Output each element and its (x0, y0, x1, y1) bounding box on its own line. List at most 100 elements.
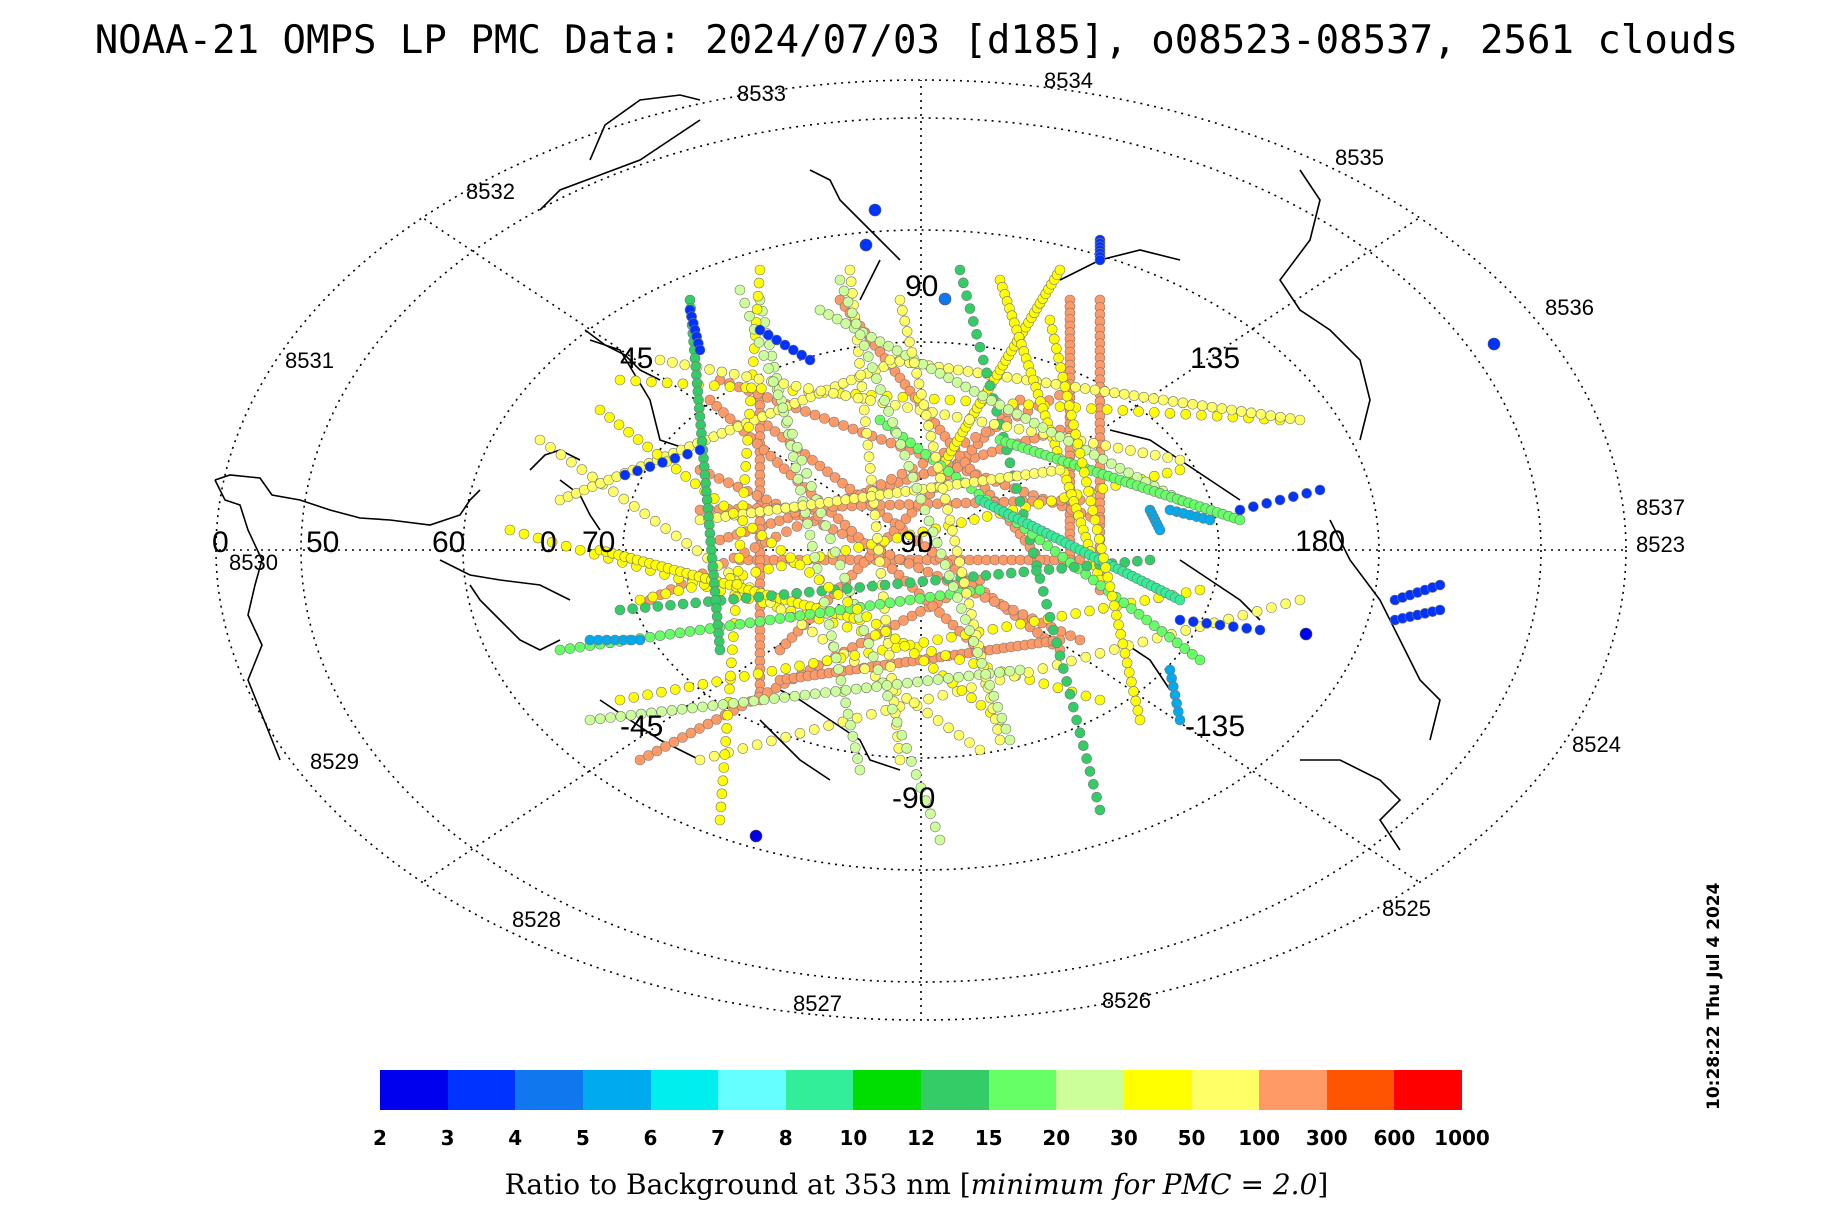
pmc-point (926, 363, 937, 375)
pmc-point (834, 559, 846, 571)
pmc-point (937, 689, 949, 701)
pmc-point (947, 525, 958, 536)
pmc-point (872, 533, 883, 544)
pmc-point (846, 307, 858, 319)
pmc-point (734, 618, 746, 630)
pmc-point (1126, 676, 1137, 688)
pmc-point (911, 368, 922, 379)
pmc-point (644, 461, 656, 472)
pmc-point (875, 479, 887, 490)
pmc-point (851, 603, 863, 615)
pmc-point (714, 644, 726, 656)
pmc-point (694, 624, 706, 636)
pmc-point (545, 442, 556, 453)
colorbar-swatch (1326, 1070, 1395, 1110)
pmc-point (974, 584, 986, 596)
pmc-point (1086, 403, 1097, 414)
colorbar-tick: 3 (440, 1126, 455, 1150)
pmc-point (1066, 655, 1077, 667)
pmc-point (838, 285, 850, 297)
pmc-point (1265, 410, 1277, 422)
pmc-point (1174, 594, 1186, 606)
pmc-point (880, 614, 892, 626)
pmc-point (680, 471, 692, 482)
pmc-point (614, 694, 626, 706)
pmc-point (968, 636, 979, 647)
pmc-point (908, 648, 920, 659)
pmc-point (856, 381, 868, 392)
pmc-point (837, 528, 848, 540)
pmc-point (1167, 396, 1179, 407)
pmc-point (953, 729, 965, 741)
pmc-point (1161, 467, 1173, 479)
colorbar-ticks: 2 3 4 5 6 7 8 10 12 15 20 30 50 100 300 600 1000 (0, 1126, 1833, 1156)
pmc-point (840, 545, 852, 556)
pmc-point (944, 394, 956, 406)
pmc-point (947, 619, 959, 631)
pmc-point (807, 454, 818, 466)
pmc-point (1085, 495, 1097, 507)
pmc-point (918, 655, 930, 667)
pmc-point (1003, 404, 1014, 415)
pmc-point (923, 693, 934, 705)
pmc-point (854, 582, 866, 593)
pmc-point (1057, 551, 1069, 563)
pmc-point (1149, 449, 1161, 461)
pmc-point (795, 484, 806, 496)
pmc-point (780, 663, 792, 674)
pmc-point (971, 328, 982, 340)
pmc-point (809, 688, 821, 700)
pmc-point (1234, 504, 1246, 516)
pmc-point (804, 608, 816, 620)
pmc-point (831, 313, 843, 325)
pmc-point (829, 546, 841, 558)
pmc-point (715, 801, 727, 813)
pmc-point (940, 613, 952, 625)
pmc-point (1211, 410, 1223, 422)
pmc-point (1119, 648, 1131, 659)
pmc-point (776, 560, 787, 572)
pmc-point (740, 461, 752, 472)
pmc-point (946, 631, 957, 643)
pmc-point (1094, 694, 1106, 706)
pmc-point (1084, 766, 1096, 777)
pmc-point (642, 441, 653, 453)
pmc-point (1102, 571, 1114, 583)
pmc-point (619, 469, 631, 481)
pmc-point (1113, 619, 1124, 631)
pmc-point (646, 707, 657, 719)
pmc-point (741, 448, 752, 459)
pmc-point (772, 457, 783, 468)
pmc-point (566, 456, 577, 468)
pmc-point (879, 579, 891, 591)
pmc-point (1123, 667, 1135, 678)
pmc-point (972, 367, 984, 379)
colorbar-tick: 1000 (1434, 1126, 1490, 1150)
longitude-label: 90 (905, 270, 938, 303)
pmc-point (763, 363, 774, 374)
pmc-point (735, 526, 747, 538)
pmc-point (968, 571, 979, 582)
pmc-point (555, 449, 567, 461)
pmc-point (711, 676, 722, 687)
pmc-point (670, 463, 682, 475)
pmc-point (751, 438, 763, 450)
latitude-label: 60 (432, 526, 465, 559)
pmc-point (749, 829, 763, 843)
pmc-point (1028, 547, 1039, 559)
pmc-point (903, 499, 915, 510)
pmc-point (891, 428, 902, 439)
pmc-point (1201, 618, 1212, 629)
orbit-label: 8536 (1545, 295, 1594, 320)
pmc-point (984, 380, 996, 392)
pmc-point (804, 354, 816, 366)
pmc-point (1096, 543, 1107, 554)
pmc-track (1389, 579, 1446, 606)
pmc-point (1194, 584, 1206, 596)
pmc-point (1054, 264, 1066, 276)
pmc-point (1111, 609, 1122, 621)
pmc-point (1251, 606, 1263, 617)
pmc-point (605, 712, 616, 723)
pmc-point (962, 366, 974, 377)
latitude-circle (622, 341, 1220, 759)
